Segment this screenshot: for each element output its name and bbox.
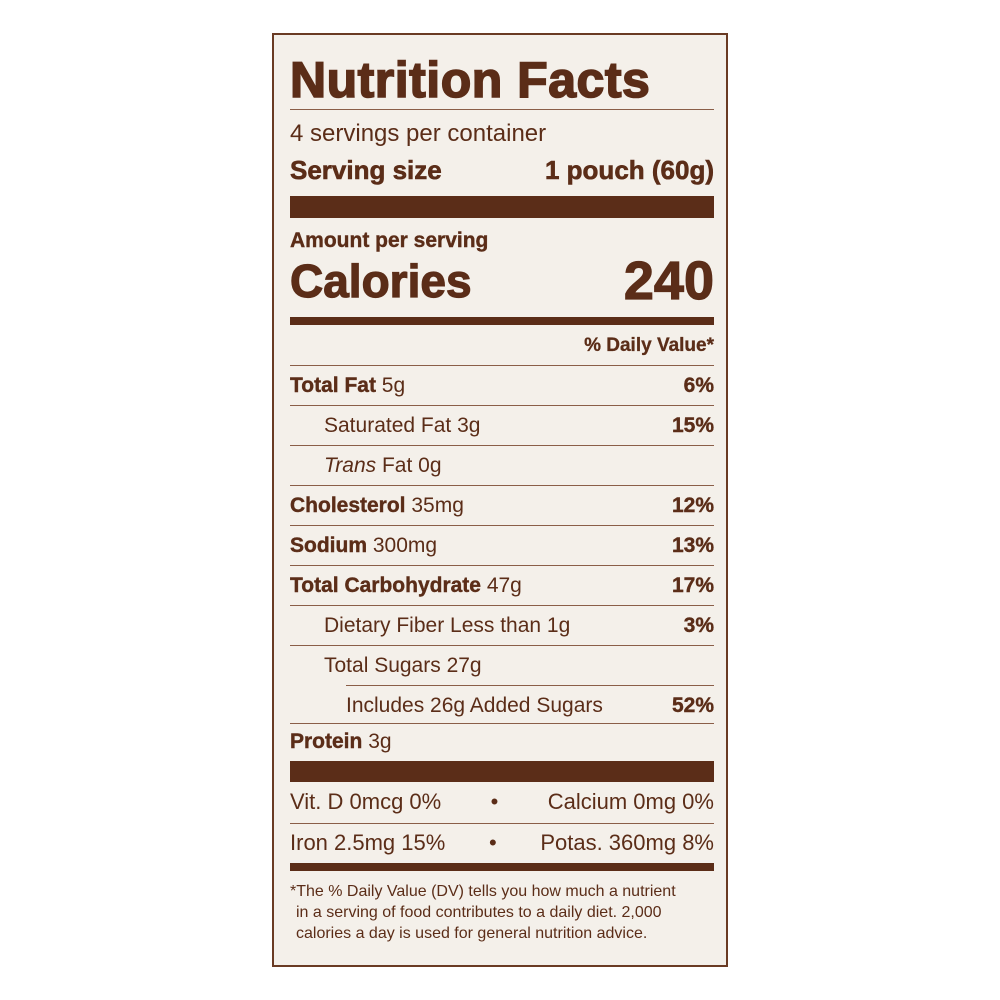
nutrient-name: Saturated Fat 3g — [324, 413, 481, 437]
nutrient-name: Cholesterol — [290, 493, 406, 517]
footnote-line: *The % Daily Value (DV) tells you how mu… — [290, 883, 676, 900]
vitamin-row: Iron 2.5mg 15% • Potas. 360mg 8% — [290, 828, 714, 858]
vitamin-row: Vit. D 0mcg 0% • Calcium 0mg 0% — [290, 787, 714, 817]
title: Nutrition Facts — [289, 52, 651, 108]
amount-per-serving: Amount per serving — [290, 229, 489, 252]
nutrient-amount: 35mg — [411, 493, 464, 517]
medium-divider — [290, 317, 714, 325]
nutrient-row-sodium: Sodium 300mg 13% — [290, 525, 714, 565]
daily-value-header: % Daily Value* — [584, 335, 714, 356]
nutrient-name: Total Sugars 27g — [324, 653, 482, 677]
bullet-separator: • — [490, 789, 499, 814]
nutrient-name-rest: Fat 0g — [381, 453, 442, 477]
divider — [290, 823, 714, 824]
divider — [290, 109, 714, 110]
nutrient-row-total-fat: Total Fat 5g 6% — [290, 365, 714, 405]
calories: Calories 240 — [289, 251, 714, 311]
nutrient-dv: 15% — [671, 413, 714, 437]
nutrient-amount: 3g — [368, 730, 392, 753]
nutrient-name: Dietary Fiber Less than 1g — [324, 613, 571, 637]
iron: Iron 2.5mg 15% — [290, 830, 446, 855]
nutrient-dv: 13% — [671, 533, 714, 557]
calories-value: 240 — [623, 251, 714, 311]
nutrient-amount: 300mg — [372, 533, 438, 557]
nutrient-row-total-carbohydrate: Total Carbohydrate 47g 17% — [290, 565, 714, 605]
thick-divider — [290, 761, 714, 782]
medium-divider — [290, 863, 714, 871]
serving-size-label: Serving size — [290, 155, 442, 186]
nutrient-row-saturated-fat: Saturated Fat 3g 15% — [290, 405, 714, 445]
servings-per-container: 4 servings per container — [290, 120, 547, 147]
vitamin-d: Vit. D 0mcg 0% — [290, 789, 442, 814]
nutrient-name: Total Carbohydrate — [290, 573, 481, 597]
nutrient-dv: 17% — [671, 573, 714, 597]
nutrient-name: Trans — [324, 453, 377, 477]
nutrient-row-protein: Protein 3g — [290, 723, 714, 760]
bullet-separator: • — [488, 830, 497, 855]
nutrient-dv: 52% — [671, 693, 714, 717]
nutrient-name: Protein — [290, 730, 363, 753]
serving-size: Serving size 1 pouch (60g) — [290, 153, 715, 187]
footnote-line: in a serving of food contributes to a da… — [296, 904, 662, 921]
nutrient-name: Sodium — [290, 533, 367, 557]
footnote-line: calories a day is used for general nutri… — [296, 925, 648, 942]
nutrient-row-trans-fat: Trans Fat 0g — [290, 445, 714, 485]
calories-label: Calories — [289, 254, 472, 307]
nutrient-dv: 12% — [671, 493, 714, 517]
footnote: *The % Daily Value (DV) tells you how mu… — [290, 881, 714, 944]
nutrient-amount: 47g — [486, 573, 522, 597]
serving-size-value: 1 pouch (60g) — [544, 155, 715, 186]
potassium: Potas. 360mg 8% — [540, 830, 714, 855]
nutrient-dv: 6% — [683, 373, 714, 397]
thick-divider — [290, 196, 714, 218]
nutrient-name: Total Fat — [290, 373, 376, 397]
nutrient-row-dietary-fiber: Dietary Fiber Less than 1g 3% — [290, 605, 714, 645]
nutrient-row-added-sugars: Includes 26g Added Sugars 52% — [346, 685, 714, 725]
nutrient-row-cholesterol: Cholesterol 35mg 12% — [290, 485, 714, 525]
nutrient-row-total-sugars: Total Sugars 27g — [290, 645, 714, 685]
nutrient-name: Includes 26g Added Sugars — [346, 693, 603, 717]
nutrient-amount: 5g — [381, 373, 406, 397]
nutrition-facts-panel: Nutrition Facts 4 servings per container… — [272, 33, 728, 967]
calcium: Calcium 0mg 0% — [547, 789, 714, 814]
nutrient-dv: 3% — [683, 613, 714, 637]
